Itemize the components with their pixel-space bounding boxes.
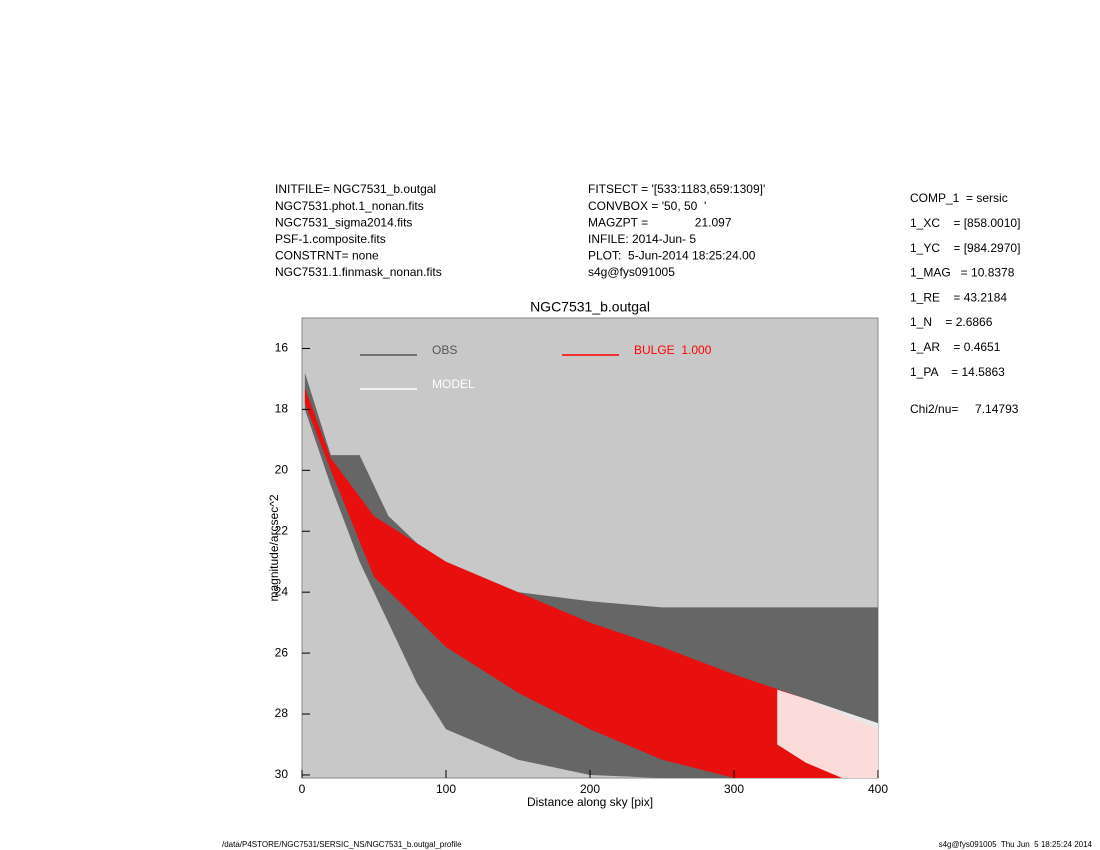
footer-stamp: s4g@fys091005 Thu Jun 5 18:25:24 2014 bbox=[939, 840, 1093, 849]
y-tick-label: 30 bbox=[275, 767, 289, 781]
param-line: 1_PA = 14.5863 bbox=[910, 365, 1005, 379]
header-line: NGC7531.1.finmask_nonan.fits bbox=[275, 265, 442, 279]
legend-label: BULGE 1.000 bbox=[634, 343, 712, 357]
y-tick-label: 24 bbox=[275, 584, 289, 598]
y-tick-label: 18 bbox=[275, 402, 289, 416]
y-axis-label: magnitude/arcsec^2 bbox=[267, 494, 281, 601]
y-tick-label: 22 bbox=[275, 523, 289, 537]
header-line: s4g@fys091005 bbox=[588, 265, 675, 279]
param-line: COMP_1 = sersic bbox=[910, 191, 1008, 205]
x-tick-label: 0 bbox=[299, 782, 306, 796]
header-line: CONVBOX = '50, 50 ' bbox=[588, 199, 706, 213]
param-line: 1_N = 2.6866 bbox=[910, 315, 993, 329]
header-line: NGC7531.phot.1_nonan.fits bbox=[275, 199, 424, 213]
header-line: PSF-1.composite.fits bbox=[275, 232, 386, 246]
param-line: 1_XC = [858.0010] bbox=[910, 216, 1020, 230]
point-cloud bbox=[777, 689, 878, 778]
x-tick-label: 100 bbox=[436, 782, 456, 796]
header-line: CONSTRNT= none bbox=[275, 249, 379, 263]
param-line: 1_RE = 43.2184 bbox=[910, 290, 1007, 304]
header-line: MAGZPT = 21.097 bbox=[588, 215, 732, 229]
legend-label: OBS bbox=[432, 343, 457, 357]
header-line: FITSECT = '[533:1183,659:1309]' bbox=[588, 182, 765, 196]
chi2: Chi2/nu= 7.14793 bbox=[910, 402, 1019, 416]
footer-path: /data/P4STORE/NGC7531/SERSIC_NS/NGC7531_… bbox=[222, 840, 462, 849]
header-line: INFILE: 2014-Jun- 5 bbox=[588, 232, 696, 246]
param-line: 1_MAG = 10.8378 bbox=[910, 266, 1015, 280]
x-tick-label: 200 bbox=[580, 782, 600, 796]
x-axis-label: Distance along sky [pix] bbox=[527, 795, 653, 809]
param-line: 1_YC = [984.2970] bbox=[910, 241, 1020, 255]
header-line: NGC7531_sigma2014.fits bbox=[275, 215, 412, 229]
y-tick-label: 16 bbox=[275, 341, 289, 355]
x-tick-label: 300 bbox=[724, 782, 744, 796]
param-line: 1_AR = 0.4651 bbox=[910, 340, 1001, 354]
header-line: PLOT: 5-Jun-2014 18:25:24.00 bbox=[588, 249, 756, 263]
legend-label: MODEL bbox=[432, 377, 475, 391]
y-tick-label: 28 bbox=[275, 706, 289, 720]
y-tick-label: 20 bbox=[275, 462, 289, 476]
point-cloud bbox=[304, 388, 878, 778]
plot-data bbox=[304, 372, 878, 778]
y-tick-label: 26 bbox=[275, 645, 289, 659]
chart-title: NGC7531_b.outgal bbox=[530, 299, 650, 315]
header-line: INITFILE= NGC7531_b.outgal bbox=[275, 182, 436, 196]
x-tick-label: 400 bbox=[868, 782, 888, 796]
